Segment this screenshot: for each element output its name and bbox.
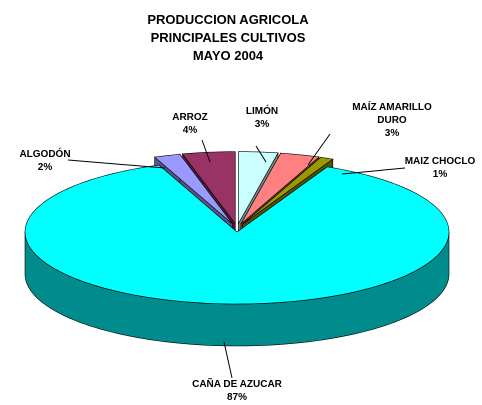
value-label: 4% — [182, 125, 198, 136]
slice — [181, 151, 236, 225]
value-label: 87% — [226, 392, 247, 403]
chart-title: PRODUCCION AGRICOLA — [147, 12, 309, 27]
slice-label: LIMÓN 3% — [232, 105, 292, 131]
value-label: 1% — [432, 169, 448, 180]
value-label: 3% — [254, 119, 270, 130]
chart-title: MAYO 2004 — [192, 48, 264, 63]
leader-line — [201, 139, 211, 163]
category-label: ARROZ — [172, 112, 208, 123]
category-label: LIMÓN — [245, 106, 279, 117]
leader-line — [341, 167, 406, 175]
slice-label: MAIZ CHOCLO 1% — [395, 155, 482, 181]
slice — [242, 157, 334, 225]
leader-line — [255, 145, 267, 163]
slice-label: CAÑA DE AZUCAR 87% — [177, 378, 297, 404]
slice — [153, 153, 233, 225]
leader-line — [307, 133, 331, 166]
slice-label: MAÍZ AMARILLO DURO 3% — [342, 101, 442, 140]
category-label: MAÍZ AMARILLO DURO — [352, 102, 432, 126]
category-label: CAÑA DE AZUCAR — [192, 379, 282, 390]
leader-line — [67, 159, 166, 169]
slice-label: ARROZ 4% — [160, 111, 220, 137]
value-label: 3% — [384, 128, 400, 139]
category-label: ALGODÓN — [19, 149, 71, 160]
slice — [240, 152, 320, 225]
chart-title: PRINCIPALES CULTIVOS — [150, 30, 306, 45]
leader-line — [223, 341, 233, 379]
category-label: MAIZ CHOCLO — [404, 156, 476, 167]
slice — [24, 164, 450, 305]
slice — [238, 151, 279, 225]
slice-label: ALGODÓN 2% — [5, 148, 85, 174]
value-label: 2% — [37, 162, 53, 173]
